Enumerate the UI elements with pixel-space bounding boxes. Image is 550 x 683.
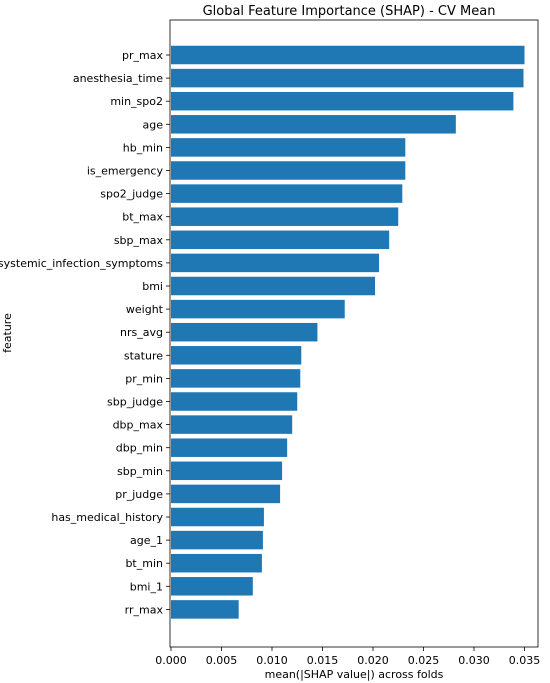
bar-bmi-1: [171, 577, 253, 596]
bar-bmi: [171, 276, 376, 296]
y-tick-label: hb_min: [123, 141, 163, 154]
x-tick-label: 0.005: [206, 654, 238, 667]
y-axis-label: feature: [1, 313, 14, 353]
bar-nrs-avg: [171, 322, 318, 342]
y-tick-label: spo2_judge: [100, 188, 163, 201]
bar-anesthesia-time: [171, 68, 524, 88]
y-tick-label: age_1: [130, 534, 163, 547]
y-tick-label: dbp_max: [113, 419, 164, 432]
y-tick-label: sbp_max: [114, 234, 164, 247]
y-tick-label: pr_judge: [115, 488, 163, 501]
bar-pr-max: [171, 45, 525, 65]
bar-dbp-min: [171, 438, 288, 457]
y-tick-label: sbp_judge: [107, 396, 163, 409]
bar-bt-min: [171, 553, 262, 573]
y-tick-label: dbp_min: [116, 442, 163, 455]
y-tick-label: has_medical_history: [51, 511, 163, 524]
y-tick-label: bt_max: [122, 211, 163, 224]
y-tick-label: pr_min: [125, 372, 163, 385]
x-axis-label: mean(|SHAP value|) across folds: [265, 668, 444, 681]
y-tick-label: bmi: [142, 280, 163, 293]
bar-min-spo2: [171, 91, 514, 111]
bar-systemic-infection-symptoms: [171, 253, 380, 273]
plot-frame: [169, 19, 539, 648]
y-tick-label: stature: [124, 349, 163, 362]
bar-hb-min: [171, 138, 406, 157]
x-tick-label: 0.000: [155, 654, 187, 667]
x-tick-label: 0.030: [458, 654, 490, 667]
y-tick-label: sbp_min: [117, 465, 163, 478]
bar-age: [171, 115, 456, 134]
y-tick-label: rr_max: [125, 603, 164, 616]
bar-weight: [171, 299, 345, 319]
bar-stature: [171, 346, 302, 365]
x-tick-label: 0.035: [509, 654, 541, 667]
y-tick-label: bt_min: [125, 557, 163, 570]
bar-spo2-judge: [171, 184, 403, 203]
y-tick-label: nrs_avg: [120, 326, 163, 339]
y-tick-label: bmi_1: [130, 580, 163, 593]
y-tick-label: weight: [126, 303, 164, 316]
bar-has-medical-history: [171, 507, 264, 527]
bar-sbp-min: [171, 461, 283, 481]
bar-bt-max: [171, 207, 399, 226]
bar-pr-min: [171, 369, 301, 388]
bar-pr-judge: [171, 484, 281, 504]
y-tick-label: anesthesia_time: [73, 72, 163, 85]
x-tick-label: 0.025: [408, 654, 440, 667]
bar-dbp-max: [171, 415, 293, 434]
chart-title: Global Feature Importance (SHAP) - CV Me…: [203, 4, 496, 19]
y-tick-label: age: [143, 118, 164, 131]
y-tick-label: is_emergency: [87, 165, 164, 178]
bar-age-1: [171, 530, 263, 550]
bar-sbp-judge: [171, 392, 298, 411]
x-tick-label: 0.010: [256, 654, 288, 667]
x-tick-labels: 0.000 0.005 0.010 0.015 0.020 0.025 0.030 0.035: [155, 647, 540, 667]
y-tick-label: min_spo2: [110, 95, 163, 108]
y-tick-label: pr_max: [122, 49, 163, 62]
bar-is-emergency: [171, 161, 406, 180]
x-tick-label: 0.020: [357, 654, 389, 667]
bar-sbp-max: [171, 230, 390, 250]
x-tick-label: 0.015: [307, 654, 339, 667]
y-tick-label: systemic_infection_symptoms: [0, 257, 163, 270]
bars-group: [171, 45, 525, 619]
bar-rr-max: [171, 600, 239, 619]
